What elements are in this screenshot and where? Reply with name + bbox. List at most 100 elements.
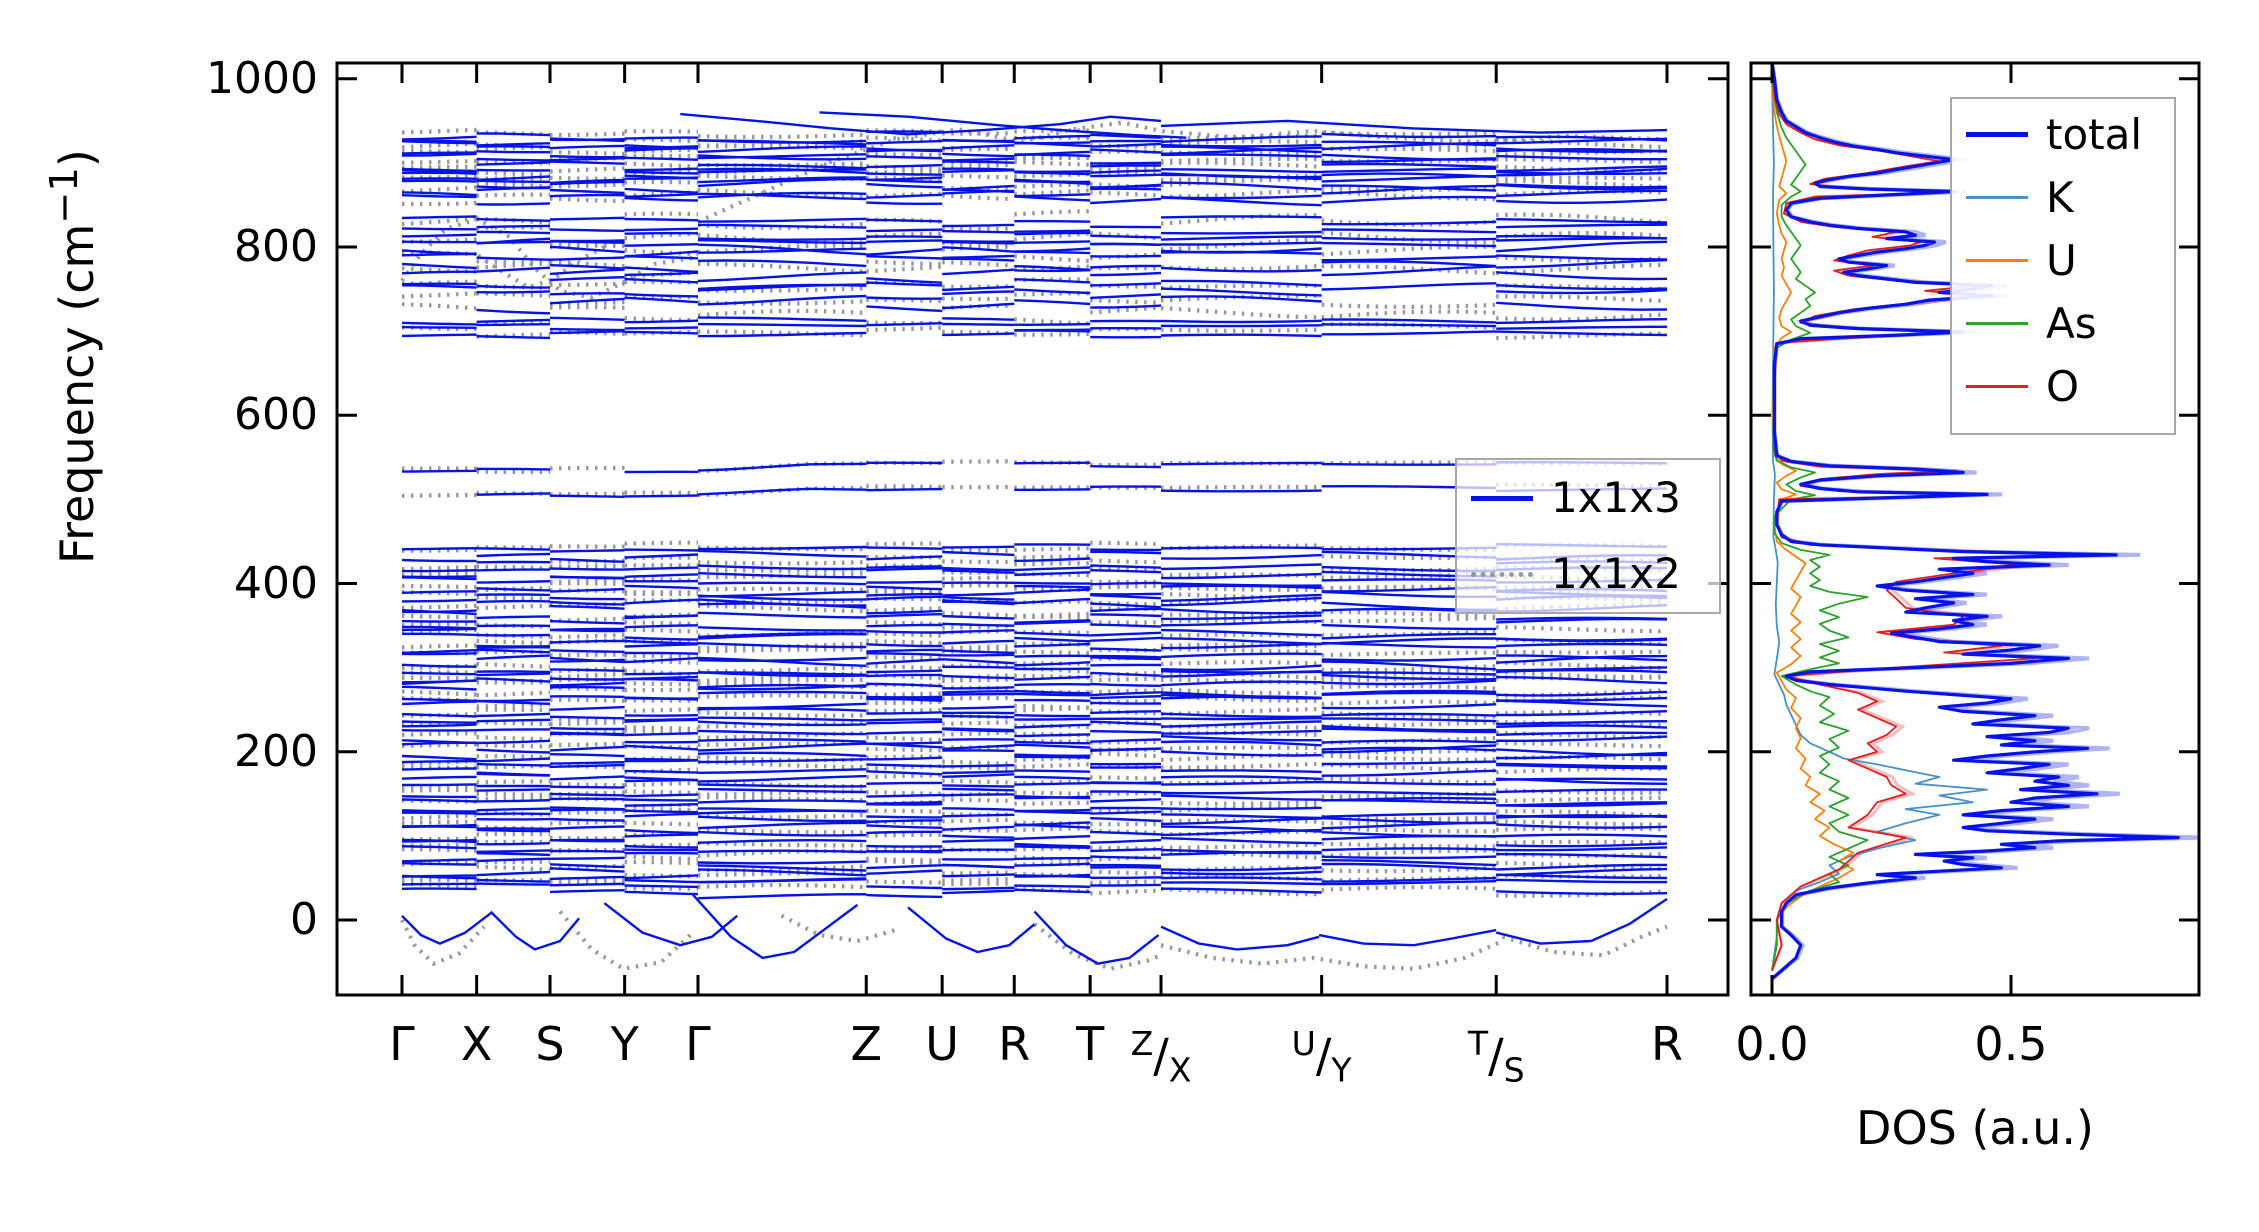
band-line <box>401 707 1668 719</box>
band-plot-area <box>400 111 1668 971</box>
band-line <box>401 773 1497 790</box>
band-line <box>401 189 1668 207</box>
band-line <box>401 187 1668 207</box>
band-feature-line <box>1160 939 1504 971</box>
y-axis-label-end: ) <box>50 149 105 168</box>
band-line <box>401 549 1668 563</box>
band-line <box>401 276 1668 292</box>
dotted-line-sample <box>1471 571 1533 577</box>
legend-label-1x1x3: 1x1x3 <box>1551 473 1681 522</box>
k-label-bottom: Y <box>1331 1050 1352 1090</box>
k-label-top: Z <box>1130 1024 1154 1063</box>
k-point-label: Y <box>610 1017 639 1071</box>
band-line <box>401 151 1667 165</box>
k-point-label: Γ <box>389 1017 415 1071</box>
solid-line-sample <box>1471 495 1533 501</box>
band-line <box>401 648 1668 663</box>
dos-tick-label: 0.0 <box>1735 1017 1809 1071</box>
band-line <box>402 808 1668 821</box>
band-feature-line <box>819 111 1187 139</box>
legend-label-O: O <box>2046 361 2080 411</box>
band-line <box>401 159 1668 177</box>
band-feature-line <box>603 902 738 947</box>
band-feature-line <box>907 906 1036 954</box>
band-line <box>401 230 1668 243</box>
k-label-top: U <box>1291 1024 1316 1063</box>
band-feature-line <box>476 245 606 290</box>
k-point-label: R <box>1651 1017 1683 1071</box>
band-line <box>401 223 1668 235</box>
legend-row-K: K <box>1952 166 2174 229</box>
band-line <box>401 857 1668 872</box>
y-axis-label: Frequency (cm−1) <box>42 149 104 564</box>
legend-label-1x1x2: 1x1x2 <box>1551 549 1681 598</box>
band-line <box>401 755 1668 768</box>
band-feature-line <box>680 112 1162 136</box>
k-point-label: U <box>925 1017 959 1071</box>
dos-tick-label: 0.5 <box>1974 1017 2048 1071</box>
as-line-sample <box>1966 322 2028 325</box>
y-tick-label: 800 <box>234 221 318 273</box>
band-line <box>401 683 1668 700</box>
legend-label-U: U <box>2046 235 2077 285</box>
band-line <box>401 283 1668 300</box>
y-tick-label: 400 <box>234 557 318 609</box>
k-label-bottom: X <box>1168 1050 1192 1090</box>
band-line <box>476 484 1668 499</box>
band-feature-line <box>780 913 896 944</box>
band-line <box>401 215 1668 228</box>
k-line-sample <box>1966 196 2028 199</box>
k-point-label: Z/X <box>1130 1024 1192 1090</box>
band-line <box>401 259 1668 279</box>
legend-row-As: As <box>1952 292 2174 355</box>
y-tick-label: 600 <box>234 389 318 441</box>
legend-row-O: O <box>1952 355 2174 418</box>
band-line <box>402 560 1668 573</box>
dos-axis-label: DOS (a.u.) <box>1856 1101 2094 1155</box>
legend-label-As: As <box>2046 298 2097 348</box>
band-line <box>401 690 1668 703</box>
band-feature-line <box>1160 925 1320 951</box>
legend-row-U: U <box>1952 229 2174 292</box>
y-axis-label-text: Frequency (cm <box>50 223 105 564</box>
band-line <box>401 257 1668 276</box>
band-line <box>401 160 1668 173</box>
dos-legend: total K U As O <box>1950 97 2176 435</box>
legend-row-1x1x2: 1x1x2 <box>1457 536 1719 612</box>
band-line <box>401 714 1668 726</box>
band-line <box>401 587 1668 603</box>
band-line <box>402 777 1668 789</box>
band-line <box>402 595 1668 614</box>
band-feature-line <box>401 912 492 945</box>
band-feature-line <box>1501 924 1668 958</box>
band-line <box>402 812 1668 828</box>
dos-curve-total <box>1770 63 2180 981</box>
dos-panel-frame <box>1749 61 2201 997</box>
band-line <box>401 675 1668 691</box>
dos-curve-K <box>1771 78 1988 971</box>
band-line <box>401 139 1668 154</box>
o-line-sample <box>1966 385 2028 388</box>
dos-plot-area <box>1770 63 2199 981</box>
band-line <box>402 167 1668 178</box>
band-line <box>401 740 1667 757</box>
band-line <box>401 858 1668 876</box>
band-line <box>402 616 1668 633</box>
total-line-sample <box>1966 132 2028 137</box>
k-point-label: Z <box>850 1017 883 1071</box>
k-label-top: T <box>1467 1024 1489 1063</box>
band-line <box>401 799 1668 813</box>
y-tick-label: 1000 <box>206 52 318 104</box>
band-line <box>401 291 1668 310</box>
band-line <box>401 543 1668 553</box>
y-tick-label: 0 <box>290 894 318 945</box>
band-line <box>401 264 1668 284</box>
k-point-label: T <box>1076 1017 1105 1071</box>
band-line <box>401 625 1668 642</box>
band-panel-frame <box>335 61 1730 997</box>
band-line <box>401 130 1668 144</box>
band-line <box>401 322 1668 332</box>
bands-legend: 1x1x3 1x1x2 <box>1455 458 1721 614</box>
